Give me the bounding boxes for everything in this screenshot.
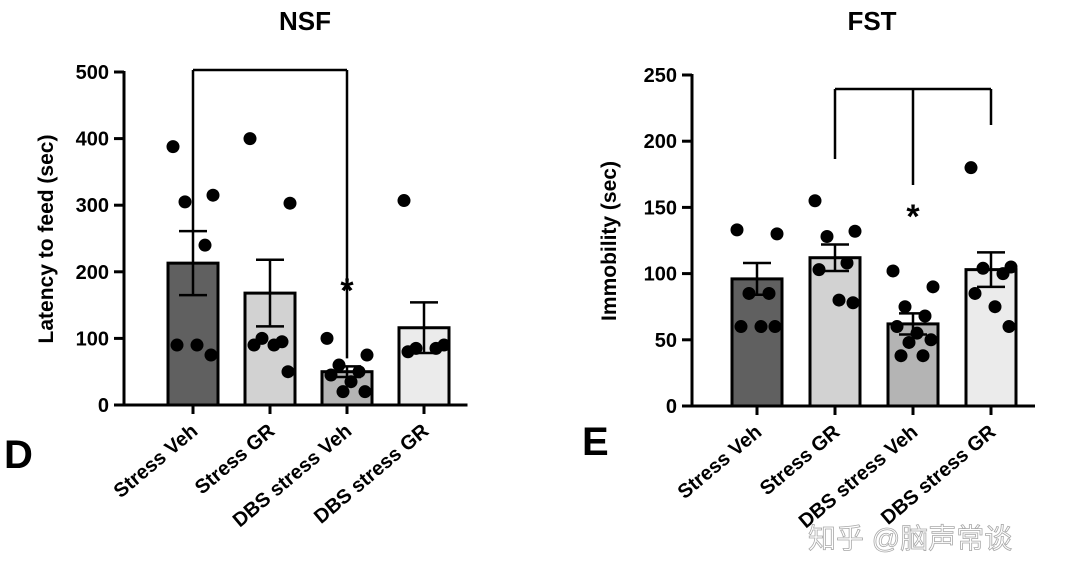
data-point [360,348,374,362]
data-point [996,267,1010,281]
data-point [243,132,257,146]
data-point [840,256,854,270]
bar [730,277,784,408]
data-point [910,326,924,340]
data-point [926,280,940,294]
bar [808,256,862,408]
data-point [902,335,916,349]
data-point [898,300,912,314]
data-point [964,161,978,175]
data-point [808,194,822,208]
data-point [820,230,834,244]
data-point [190,338,204,352]
data-point [812,263,826,277]
significance-star: * [340,272,354,310]
data-point [281,365,295,379]
data-point [397,194,411,208]
data-point [968,286,982,300]
chart-title-fst: FST [847,6,896,36]
data-point [916,349,930,363]
data-point [770,227,784,241]
data-point [924,333,938,347]
data-point [320,331,334,345]
y-tick-label: 0 [98,395,109,417]
data-point [886,264,900,278]
data-point [734,320,748,334]
data-point [198,238,212,252]
data-point [894,349,908,363]
panel-letter-e: E [582,420,609,464]
y-tick-label: 0 [666,396,677,418]
y-tick-label: 400 [76,129,109,151]
data-point [988,300,1002,314]
data-point [178,195,192,209]
y-tick-label: 100 [644,264,677,286]
data-point [332,358,346,372]
y-tick-label: 500 [76,62,109,84]
y-tick-label: 200 [644,131,677,153]
data-point [832,293,846,307]
watermark-text: 知乎 @脑声常谈 [808,523,1012,554]
data-point [170,338,184,352]
data-point [730,223,744,237]
panel-fst: FST E Immobility (sec) 0 50 100 150 200 250 St… [582,6,1035,533]
data-point [324,368,338,382]
data-point [204,348,218,362]
chart-title-nsf: NSF [279,6,331,36]
panel-nsf: NSF D Latency to feed (sec) 0 100 200 300 40… [4,6,468,532]
data-point [429,341,443,355]
data-point [754,320,768,334]
data-point [336,385,350,399]
data-point [358,385,372,399]
panel-letter-d: D [4,433,33,477]
y-tick-label: 250 [644,65,677,87]
data-point [848,224,862,238]
y-tick-label: 150 [644,197,677,219]
y-tick-label: 200 [76,262,109,284]
data-point [918,309,932,323]
y-axis-label-immobility: Immobility (sec) [598,161,621,321]
data-point [352,365,366,379]
y-tick-label: 100 [76,328,109,350]
data-point [283,196,297,210]
data-point [976,261,990,275]
y-tick-label: 300 [76,195,109,217]
y-axis-label-latency: Latency to feed (sec) [35,135,58,344]
x-category-label: Stress Veh [110,420,203,503]
data-point [206,188,220,202]
data-point [267,338,281,352]
data-point [247,338,261,352]
data-point [768,320,782,334]
data-point [1002,320,1016,334]
data-point [742,286,756,300]
data-point [890,320,904,334]
data-point [344,375,358,389]
data-point [846,296,860,310]
data-point [166,140,180,154]
data-point [762,286,776,300]
x-category-label: Stress Veh [674,421,767,504]
significance-star: * [906,198,920,236]
data-point [401,345,415,359]
y-tick-label: 50 [655,330,677,352]
